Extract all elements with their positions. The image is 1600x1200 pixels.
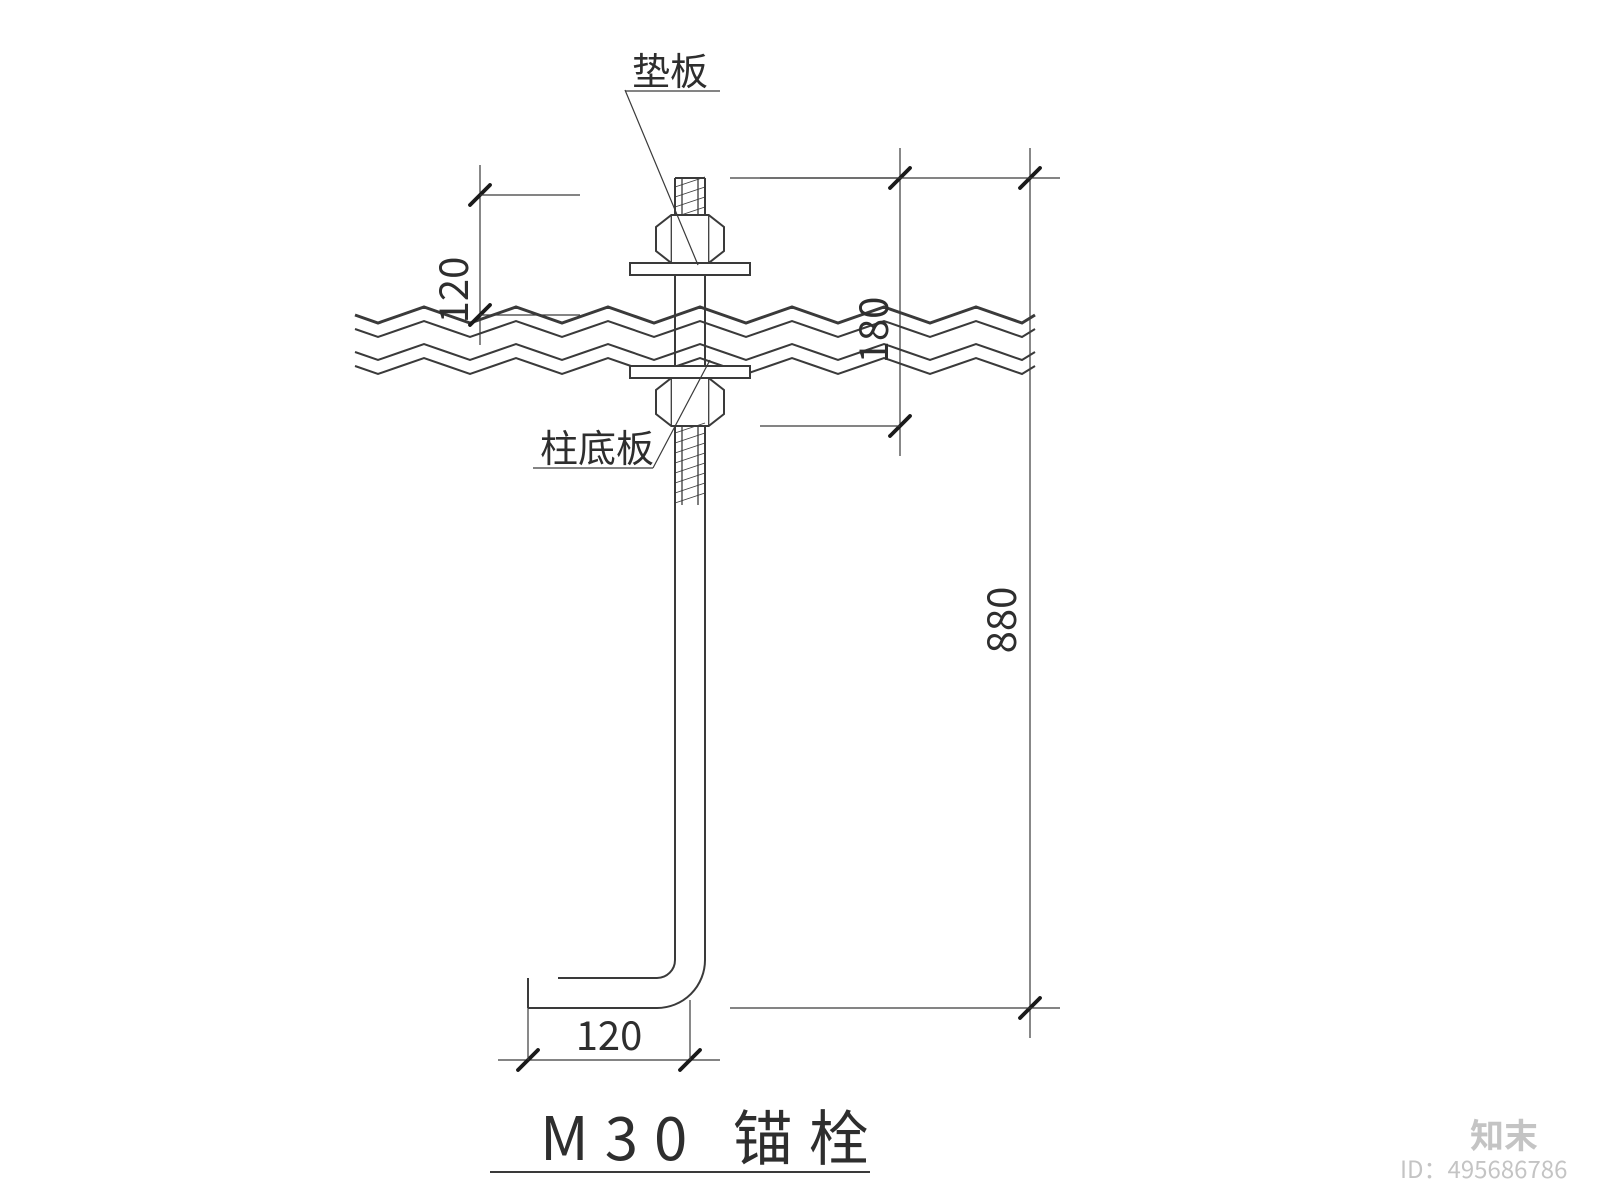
d120l-text: 120 [422,257,480,324]
label-zhudiban: 柱底板 [540,418,654,473]
thr [675,433,705,443]
thr [675,473,705,483]
title-text: M30 锚栓 [540,1091,885,1178]
d880-text: 880 [970,587,1028,654]
hook-inner [558,505,675,978]
thr [675,187,705,197]
lower-washer [630,366,750,378]
hook-outer [528,505,705,1008]
lower-nut [656,378,724,426]
thr [675,463,705,473]
d120b-text: 120 [576,1004,643,1062]
upper-nut [656,215,724,263]
thr [675,443,705,453]
thr [675,197,705,207]
thr [675,483,705,493]
upper-washer [630,263,750,275]
watermark-id: ID：495686786 [1400,1150,1567,1185]
label-dianban: 垫板 [632,41,708,96]
dimensions: 120 180 880 120 [422,148,1060,1070]
plate-bottom-line-upper [355,344,1035,360]
thr [675,453,705,463]
d180-text: 180 [842,297,900,364]
thr [675,493,705,503]
